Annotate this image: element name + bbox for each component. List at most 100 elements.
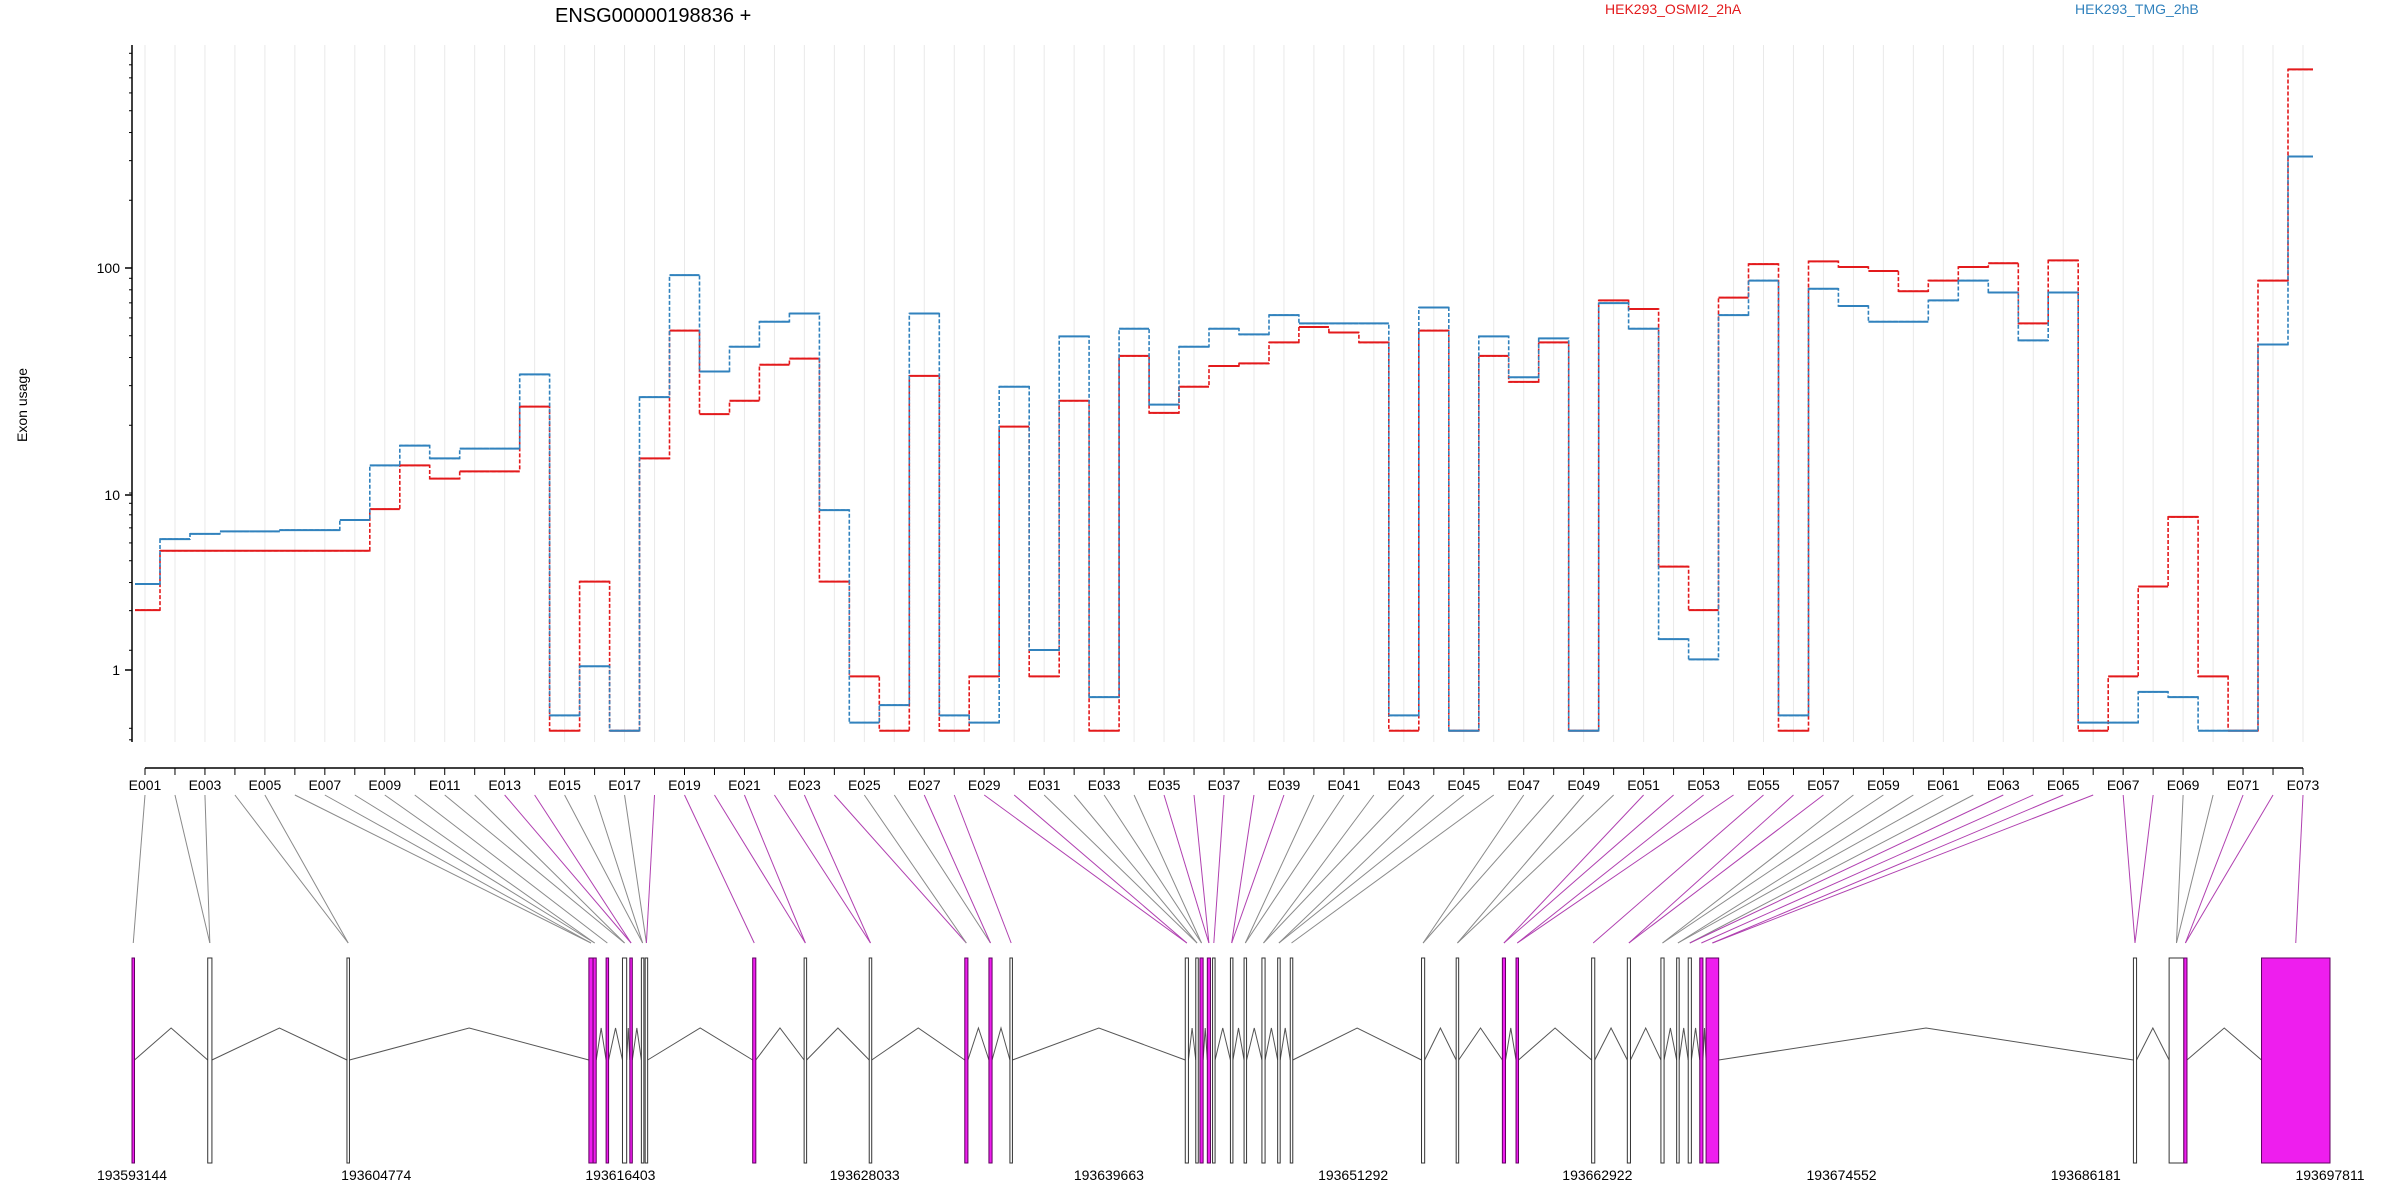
exon-connector [1163,794,1210,944]
exon-box [1591,957,1596,1164]
intron-line [806,1027,870,1061]
exon-connector [1677,794,1914,944]
intron-line [1505,1027,1517,1061]
x-tick-label: E063 [1987,777,2020,793]
exon-connector [645,794,656,944]
intron-line [349,1027,590,1061]
exon-connector [534,794,632,944]
exon-connector [1689,794,1974,944]
coordinate-tick-label: 193674552 [1807,1167,1877,1183]
legend-series-b: HEK293_TMG_2hB [2075,1,2199,17]
intron-line [1202,1027,1208,1061]
x-tick-label: E009 [368,777,401,793]
x-tick-label: E061 [1927,777,1960,793]
exon-connector [983,794,1188,944]
exon-connector [1662,794,1884,944]
gene-model [131,957,2331,1164]
exon-box [640,957,645,1164]
exon-box [868,957,873,1164]
intron-line [631,1027,642,1061]
intron-line [1012,1027,1186,1061]
exon-connector [1073,794,1198,944]
intron-line [1518,1027,1592,1061]
intron-line [2136,1026,2170,1061]
legend-series-a: HEK293_OSMI2_2hA [1605,1,1742,17]
y-axis: 1 10 100 [97,45,133,742]
exon-connector [1689,794,2004,944]
exon-connector [1662,794,1854,944]
exon-connector [743,794,806,944]
exon-box [1626,957,1631,1164]
exon-box [207,957,213,1164]
exon-box [1455,957,1460,1164]
y-tick-label: 10 [104,487,120,503]
series-lines [135,68,2313,732]
x-tick-label: E013 [488,777,521,793]
exon-connector [1516,794,1704,944]
exon-connector [204,794,211,944]
exon-connector [1213,794,1225,944]
exon-connector-lines [132,794,2304,944]
exon-connector [444,794,625,944]
exon-connector [264,794,349,944]
coordinate-tick-label: 193604774 [341,1167,411,1183]
exon-connector [594,794,644,944]
intron-line [1690,1027,1701,1061]
intron-line [755,1027,805,1061]
exon-box [346,957,350,1164]
exon-connector [1516,794,1734,944]
intron-line [1678,1027,1689,1061]
exon-box [1195,957,1199,1164]
exon-connector [1628,794,1824,944]
intron-line [1279,1027,1291,1061]
x-tick-label: E051 [1627,777,1660,793]
exon-box-highlighted [2261,957,2331,1164]
x-tick-label: E033 [1088,777,1121,793]
exon-box-highlighted [629,957,633,1164]
exon-connector [414,794,608,944]
y-tick-label: 100 [97,260,121,276]
exon-connector [1457,794,1614,944]
intron-line [1214,1027,1231,1061]
exon-box-highlighted [2183,957,2188,1164]
coordinate-tick-label: 193697811 [2295,1167,2364,1183]
exon-connector [564,794,644,944]
exon-box-highlighted [1705,957,1720,1164]
coordinate-tick-label: 193686181 [2051,1167,2121,1183]
intron-line [1424,1026,1457,1061]
exon-box-highlighted [588,957,594,1164]
exon-box [803,957,808,1164]
genomic-coordinate-axis: 193593144 193604774 193616403 193628033 1936… [97,1167,2365,1183]
exon-connector [1291,794,1495,944]
exon-connector [1457,794,1585,944]
vertical-grid [144,45,2304,742]
exon-connector [833,794,967,944]
exon-box-highlighted [1501,957,1507,1164]
exon-connector [1422,794,1525,944]
x-tick-label: E011 [429,777,461,793]
exon-connector [2175,794,2184,944]
x-tick-label: E007 [308,777,341,793]
exon-connector [1701,794,2034,944]
exon-connector [2134,794,2154,944]
exon-box [1212,957,1216,1164]
x-tick-label: E029 [968,777,1001,793]
intron-line [1264,1027,1279,1061]
intron-line [1232,1027,1245,1061]
exon-connector [893,794,991,944]
exon-connector [1231,794,1255,944]
exon-connector [1263,794,1405,944]
exon-box [644,957,649,1164]
exon-box [2168,957,2185,1164]
exon-connector [1263,794,1375,944]
x-tick-label: E073 [2287,777,2320,793]
exon-connector [1592,794,1764,944]
exon-box [1184,957,1189,1164]
exon-connector [384,794,595,944]
x-tick-label: E071 [2227,777,2260,793]
exon-connector [1013,794,1188,944]
intron-line [1187,1027,1197,1061]
exon-connector [354,794,595,944]
exon-connector [1244,794,1345,944]
